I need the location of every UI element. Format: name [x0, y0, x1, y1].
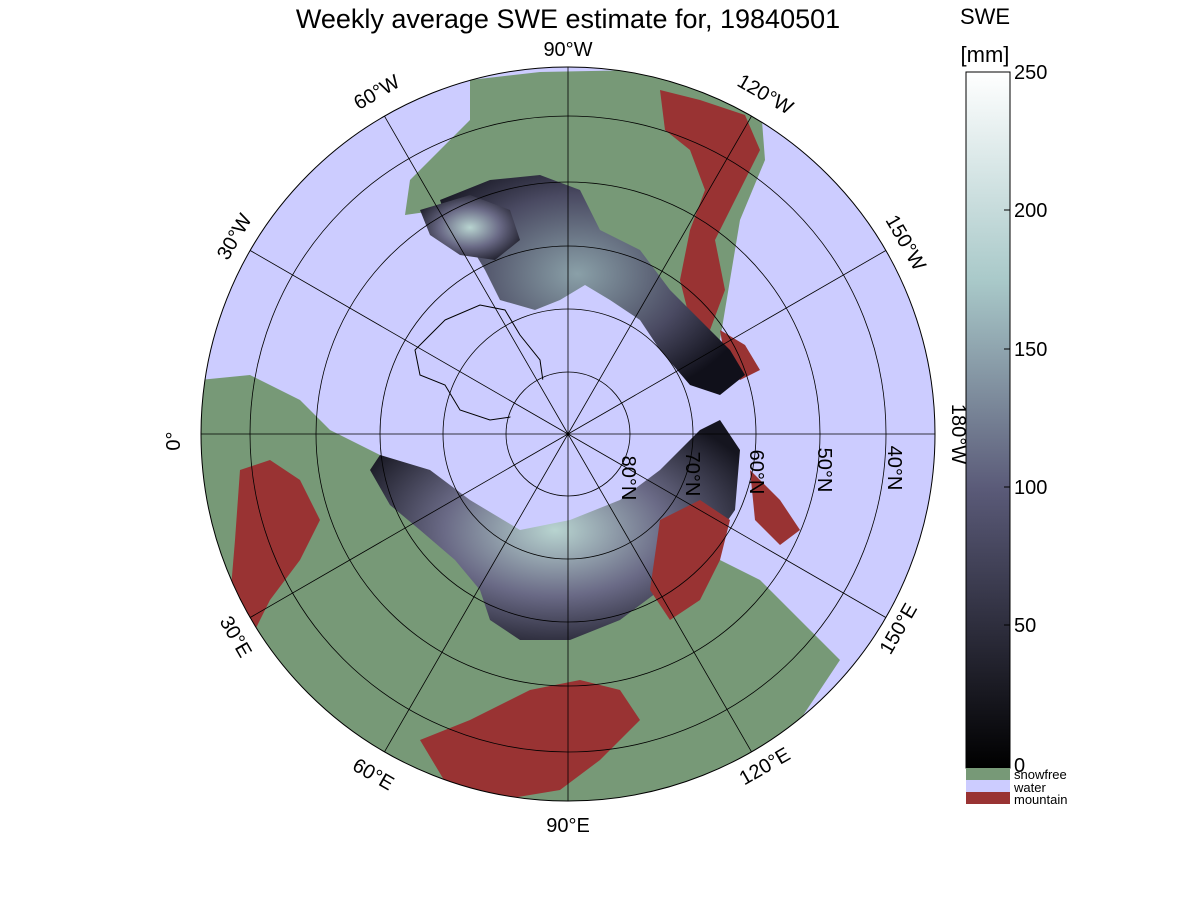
european-mountains	[230, 460, 320, 640]
colorbar-tick-50: 50	[1014, 615, 1036, 637]
label-30e: 30°E	[215, 613, 256, 662]
colorbar: SWE [mm] 0 50 100 150 200 250	[960, 4, 1047, 777]
label-40n: 40°N	[883, 446, 905, 491]
legend-label-snowfree: snowfree	[1014, 767, 1067, 782]
label-60w: 60°W	[350, 71, 404, 115]
label-70n: 70°N	[681, 452, 703, 497]
colorbar-title: SWE	[960, 4, 1010, 29]
legend-swatch-mountain	[966, 792, 1010, 804]
legend-label-water: water	[1013, 780, 1046, 795]
eurasia-snow-cover	[370, 420, 740, 640]
legend-label-mountain: mountain	[1014, 792, 1067, 807]
colorbar-tick-200: 200	[1014, 200, 1047, 222]
label-50n: 50°N	[813, 448, 835, 493]
category-legend: snowfree water mountain	[966, 767, 1067, 807]
colorbar-tick-0: 0	[1014, 755, 1025, 777]
colorbar-gradient	[965, 71, 1011, 769]
label-90e: 90°E	[546, 815, 590, 837]
kamchatka-mountains	[750, 470, 800, 545]
label-0: 0°	[163, 431, 185, 450]
colorbar-tick-150: 150	[1014, 339, 1047, 361]
latitude-labels: 80°N 70°N 60°N 50°N 40°N	[617, 446, 905, 501]
legend-swatch-water	[966, 780, 1010, 792]
rocky-mountains	[660, 90, 760, 330]
meridians	[201, 67, 935, 801]
label-180w: 180°W	[947, 404, 969, 464]
colorbar-tick-100: 100	[1014, 477, 1047, 499]
siberian-mountains	[650, 500, 730, 620]
coast-mountains	[720, 330, 760, 380]
colorbar-unit: [mm]	[961, 42, 1010, 67]
label-60e: 60°E	[349, 754, 398, 795]
map-border	[200, 66, 936, 802]
hudson-snow	[420, 195, 520, 260]
central-asia-mountains	[420, 680, 640, 800]
label-80n: 80°N	[617, 456, 639, 501]
label-60n: 60°N	[745, 450, 767, 495]
polar-map	[201, 67, 935, 801]
colorbar-tick-250: 250	[1014, 62, 1047, 84]
figure-title: Weekly average SWE estimate for, 1984050…	[296, 4, 840, 34]
legend-swatch-snowfree	[966, 768, 1010, 780]
greenland-outline	[414, 304, 546, 421]
label-90w: 90°W	[543, 39, 592, 61]
eurasia-land	[201, 375, 840, 801]
